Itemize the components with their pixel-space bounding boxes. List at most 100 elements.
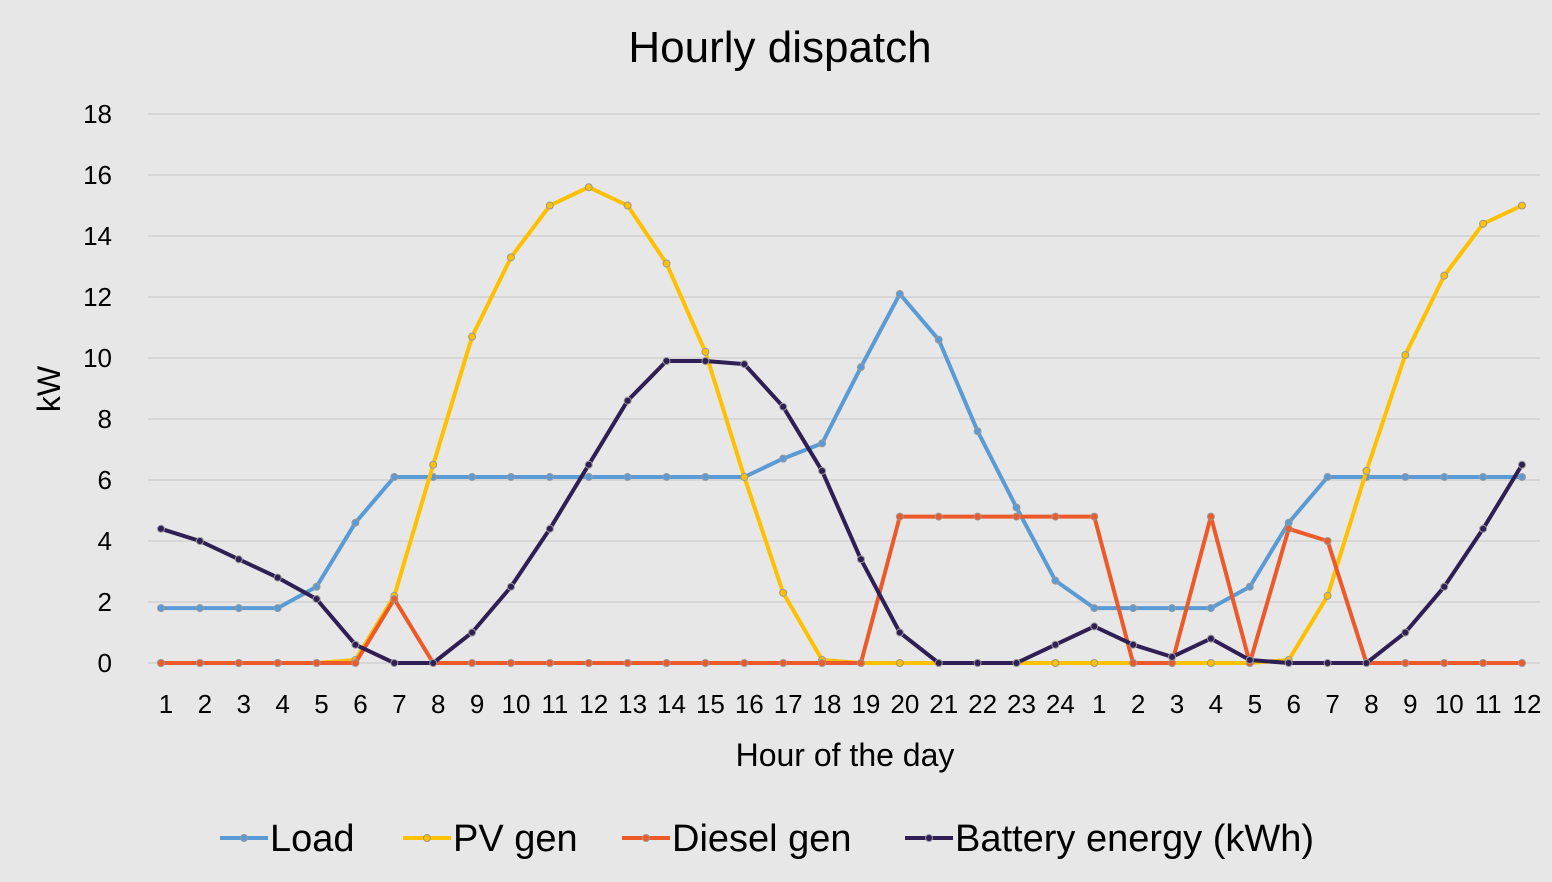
data-point [195, 604, 204, 613]
data-point [157, 524, 165, 533]
x-tick-label: 20 [890, 689, 919, 719]
series-line [159, 185, 1524, 665]
data-point [429, 659, 438, 667]
data-point [1479, 524, 1488, 533]
data-point [1518, 472, 1526, 481]
data-point [1245, 582, 1254, 591]
data-point [818, 466, 827, 475]
series-lines [157, 183, 1526, 667]
data-point [351, 518, 360, 527]
data-point [740, 472, 749, 481]
data-point [584, 460, 593, 469]
data-point [1090, 622, 1099, 631]
series-load [157, 289, 1526, 613]
x-tick-label: 4 [1209, 689, 1223, 719]
data-point [545, 659, 554, 667]
data-point [1401, 350, 1410, 359]
data-point [1168, 604, 1177, 613]
data-point [273, 573, 282, 582]
x-tick-label: 1 [159, 689, 173, 719]
data-point [1051, 576, 1060, 585]
series-diesel-gen [157, 512, 1526, 667]
data-point [1362, 659, 1371, 667]
x-tick-label: 3 [1170, 689, 1184, 719]
x-tick-label: 7 [392, 689, 406, 719]
x-tick-label: 8 [1364, 689, 1378, 719]
data-point [934, 335, 943, 344]
data-point [973, 659, 982, 667]
x-tick-label: 11 [1475, 689, 1502, 719]
data-point [506, 253, 515, 262]
data-point [1323, 591, 1332, 600]
x-tick-label: 2 [198, 689, 212, 719]
data-point [1284, 524, 1293, 533]
y-tick-label: 2 [98, 587, 112, 617]
legend-label: Battery energy (kWh) [955, 818, 1314, 860]
y-tick-label: 4 [98, 526, 112, 556]
x-tick-label: 21 [929, 689, 958, 719]
data-point [312, 659, 321, 667]
x-tick-label: 9 [1403, 689, 1417, 719]
data-point [468, 472, 477, 481]
x-tick-label: 12 [1513, 689, 1542, 719]
x-tick-label: 18 [813, 689, 842, 719]
y-tick-label: 8 [98, 404, 112, 434]
data-point [1440, 659, 1449, 667]
data-point [584, 183, 593, 192]
x-tick-label: 7 [1325, 689, 1339, 719]
y-tick-label: 14 [83, 221, 112, 251]
data-point [234, 604, 243, 613]
data-point [1051, 640, 1060, 649]
data-point [701, 357, 710, 366]
data-point [1012, 512, 1021, 521]
series-line [159, 359, 1524, 665]
data-point [312, 582, 321, 591]
y-tick-label: 10 [83, 343, 112, 373]
data-point [818, 659, 827, 667]
data-point [934, 512, 943, 521]
data-point [506, 472, 515, 481]
data-point [779, 402, 788, 411]
data-point [312, 594, 321, 603]
data-point [429, 460, 438, 469]
legend-item: Battery energy (kWh) [905, 818, 1314, 860]
data-point [195, 537, 204, 545]
legend: Load PV gen Diesel gen Battery energy (kWh) [220, 818, 1314, 860]
x-tick-label: 10 [1435, 689, 1464, 719]
gridlines [148, 113, 1540, 664]
data-point [895, 659, 904, 667]
data-point [468, 332, 477, 341]
series-line [159, 292, 1524, 611]
data-point [895, 289, 904, 298]
y-axis-label: kW [31, 365, 67, 412]
data-point [623, 472, 632, 481]
x-tick-label: 15 [696, 689, 725, 719]
data-point [1362, 466, 1371, 475]
x-tick-label: 3 [237, 689, 251, 719]
data-point [1012, 503, 1021, 512]
data-point [1206, 604, 1215, 613]
series-line [159, 514, 1524, 665]
data-point [1479, 659, 1488, 667]
data-point [1206, 634, 1215, 643]
data-point [973, 512, 982, 521]
data-point [390, 472, 399, 481]
y-tick-label: 6 [98, 465, 112, 495]
data-point [856, 363, 865, 372]
legend-label: Load [270, 818, 355, 860]
data-point [1479, 472, 1488, 481]
data-point [584, 472, 593, 481]
x-tick-label: 2 [1131, 689, 1145, 719]
legend-swatch-marker [423, 834, 431, 842]
data-point [662, 472, 671, 481]
data-point [623, 396, 632, 405]
data-point [1518, 201, 1526, 210]
data-point [895, 512, 904, 521]
data-point [623, 201, 632, 210]
data-point [662, 259, 671, 268]
data-point [1518, 460, 1526, 469]
x-tick-label: 12 [579, 689, 608, 719]
data-point [1090, 604, 1099, 613]
data-point [1090, 512, 1099, 521]
